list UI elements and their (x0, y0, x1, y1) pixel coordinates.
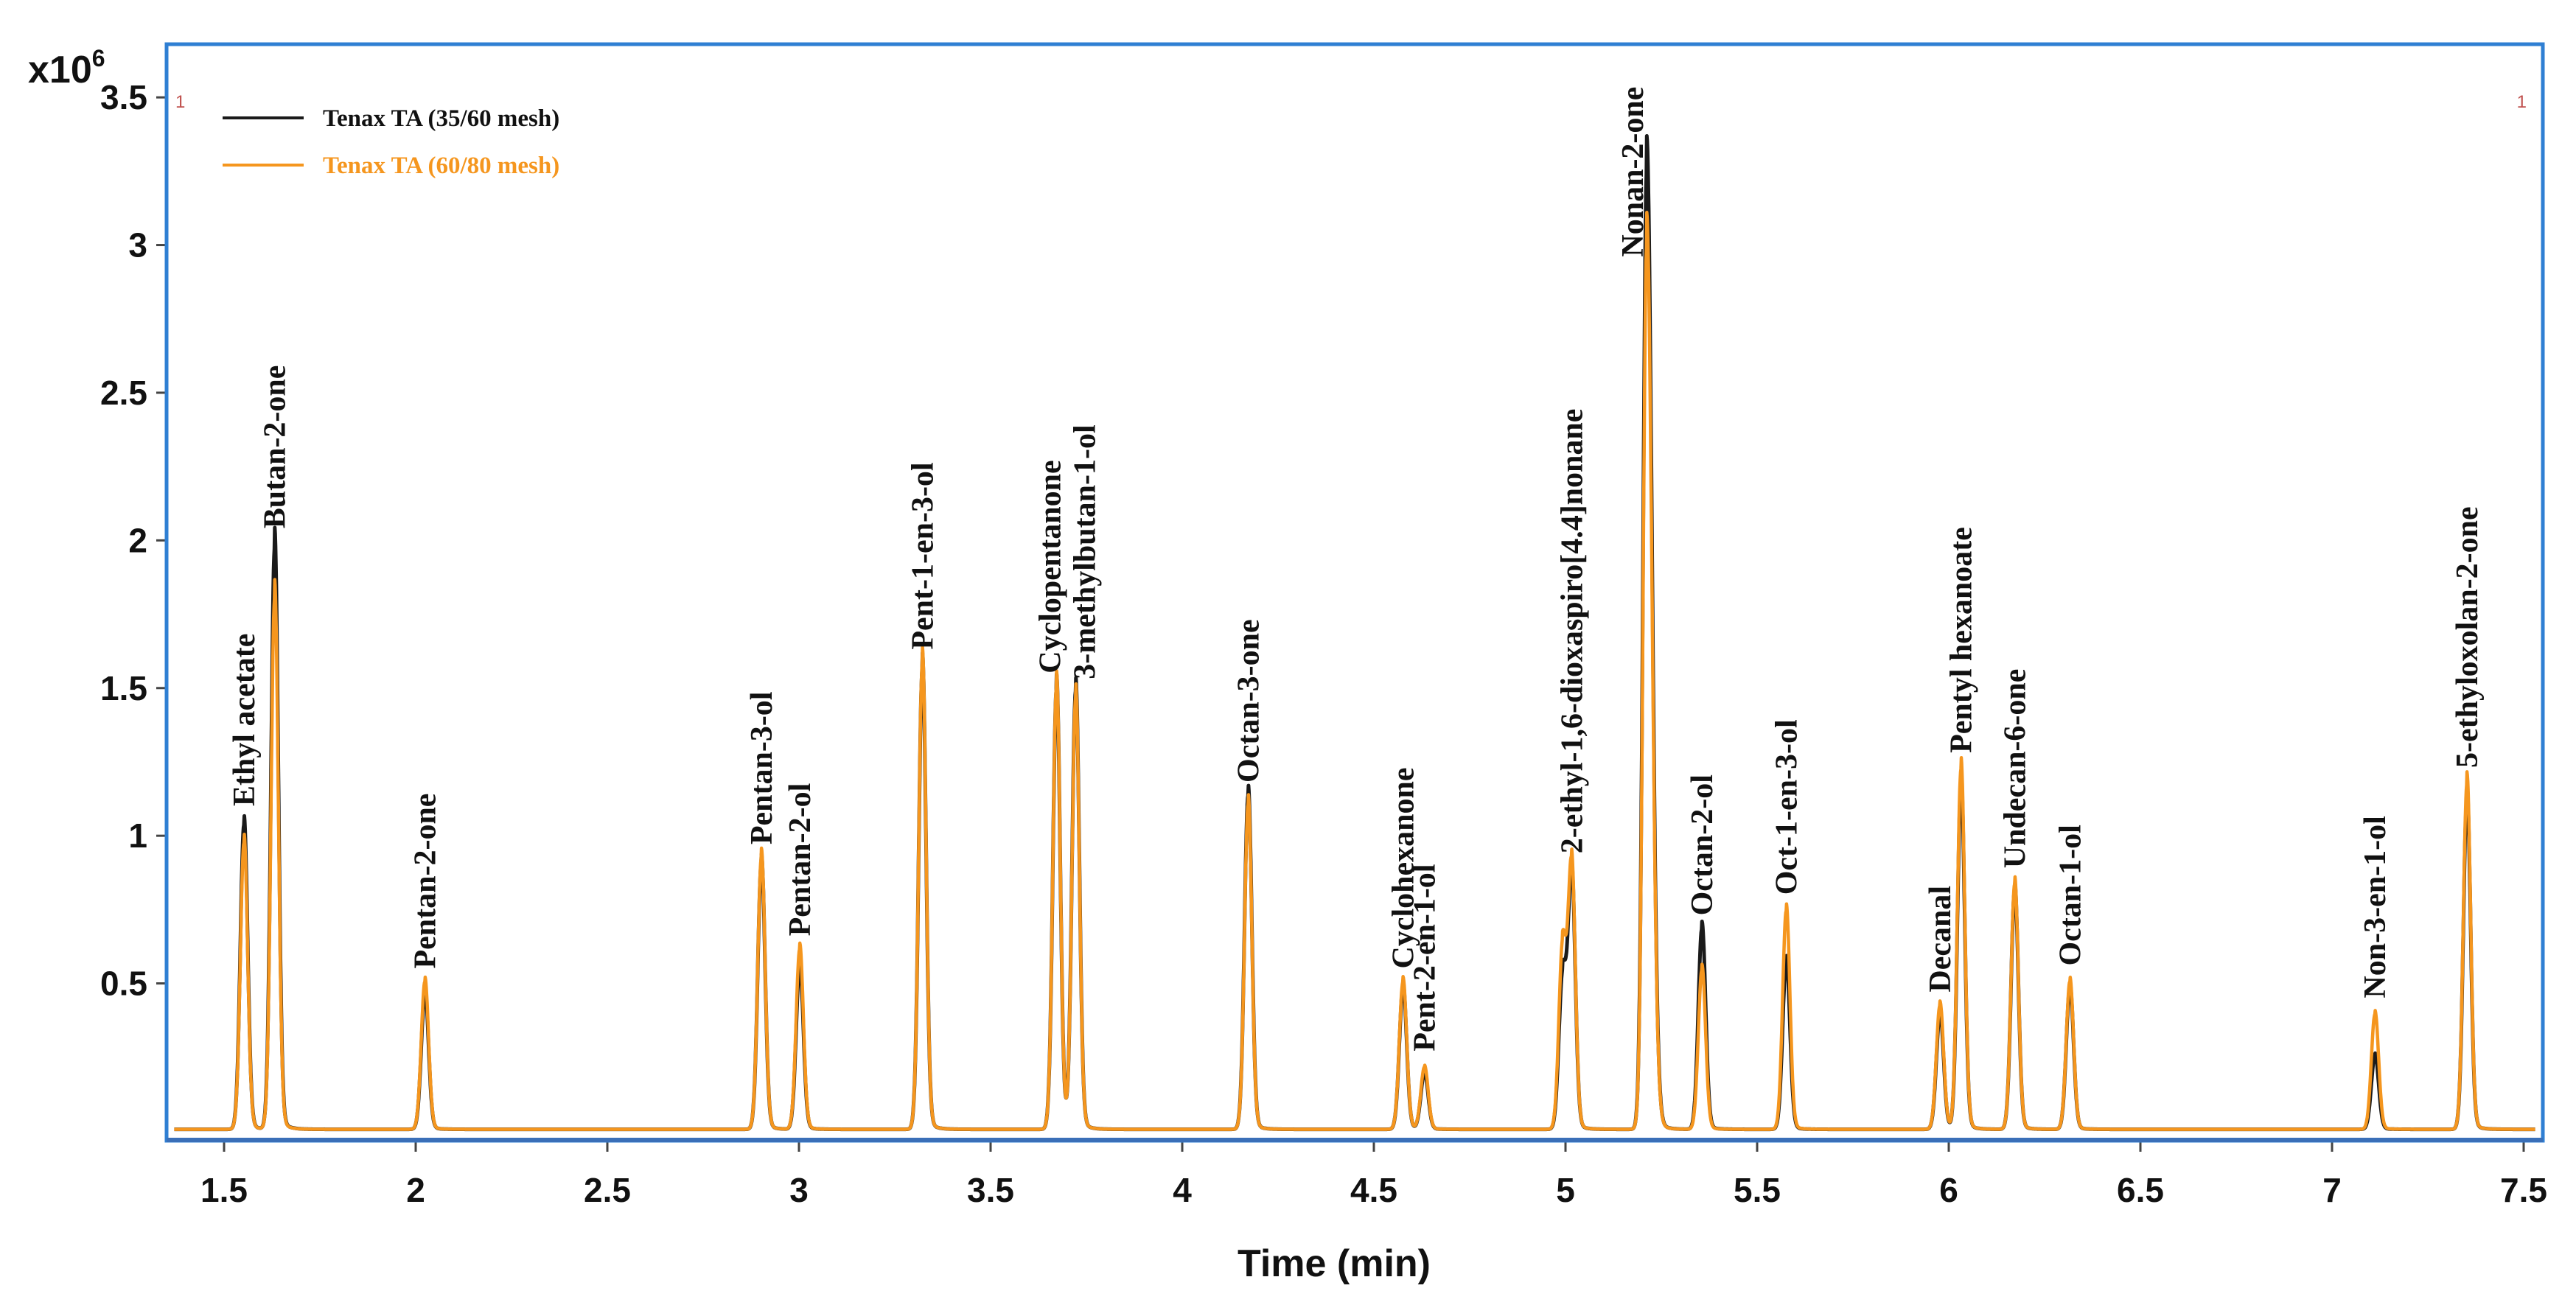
x-tick-label-11: 7 (2322, 1171, 2342, 1209)
x-tick-label-7: 5 (1556, 1171, 1575, 1209)
peak-label-5: Pent-1-en-3-ol (906, 462, 940, 649)
x-axis-title: Time (min) (1238, 1242, 1431, 1285)
peak-label-6: Cyclopentanone (1034, 460, 1068, 673)
legend-label-series-1: Tenax TA (35/60 mesh) (323, 105, 559, 132)
x-axis-tick-labels: 1.5 2 2.5 3 3.5 4 4.5 5 5.5 6 6.5 7 7.5 (200, 1171, 2547, 1209)
peak-label-12: Nonan-2-one (1616, 87, 1650, 257)
x-tick-label-10: 6.5 (2117, 1171, 2164, 1209)
x-tick-label-4: 3.5 (967, 1171, 1014, 1209)
y-tick-label-0: 0.5 (100, 965, 147, 1003)
peak-label-19: Non-3-en-1-ol (2359, 816, 2392, 998)
x-tick-label-5: 4 (1173, 1171, 1192, 1209)
peak-label-9: Cyclohexanone (1387, 767, 1421, 968)
peak-label-18: Octan-1-ol (2053, 825, 2087, 965)
y-axis-tick-labels: 0.5 1 1.5 2 2.5 3 3.5 (100, 78, 147, 1002)
peak-label-20: 5-ethyloxolan-2-one (2451, 506, 2485, 768)
x-tick-label-2: 2.5 (584, 1171, 631, 1209)
y-tick-label-5: 3 (128, 226, 147, 265)
chromatogram-traces (172, 134, 2537, 1132)
y-tick-label-2: 1.5 (100, 669, 147, 707)
x-tick-label-1: 2 (406, 1171, 425, 1209)
x-tick-label-12: 7.5 (2500, 1171, 2547, 1209)
peak-label-14: Oct-1-en-3-ol (1770, 719, 1804, 895)
peak-label-13: Octan-2-ol (1686, 774, 1720, 915)
peak-label-3: Pentan-3-ol (745, 692, 779, 845)
peak-label-15: Decanal (1924, 886, 1958, 993)
peak-label-0: Ethyl acetate (228, 634, 262, 806)
y-tick-label-1: 1 (128, 816, 147, 855)
peak-label-16: Pentyl hexanoate (1945, 527, 1979, 753)
legend-label-series-2: Tenax TA (60/80 mesh) (323, 153, 559, 179)
peak-label-2: Pentan-2-one (409, 794, 443, 969)
x-tick-label-6: 4.5 (1350, 1171, 1397, 1209)
peak-label-8: Octan-3-one (1232, 619, 1266, 783)
x-tick-label-9: 6 (1939, 1171, 1958, 1209)
y-axis-scale-base: x10 (28, 49, 92, 91)
peak-label-10: Pent-2-en-1-ol (1409, 864, 1442, 1051)
x-tick-label-0: 1.5 (200, 1171, 248, 1209)
peak-label-1: Butan-2-one (259, 365, 293, 529)
peak-label-17: Undecan-6-one (1998, 669, 2032, 869)
y-axis-scale-exponent: 6 (92, 45, 105, 71)
y-tick-label-4: 2.5 (100, 374, 147, 412)
y-tick-label-3: 2 (128, 521, 147, 559)
y-axis-scale-label: x106 (28, 45, 105, 91)
x-tick-label-8: 5.5 (1734, 1171, 1781, 1209)
legend: Tenax TA (35/60 mesh) Tenax TA (60/80 me… (223, 105, 559, 179)
trace-series-2 (172, 210, 2537, 1131)
x-tick-label-3: 3 (789, 1171, 809, 1209)
y-tick-label-6: 3.5 (100, 78, 147, 116)
corner-mark-right: 1 (2517, 92, 2527, 112)
peak-label-4: Pentan-2-ol (783, 783, 817, 937)
peak-label-7: 3-methylbutan-1-ol (1068, 424, 1102, 679)
peak-label-11: 2-ethyl-1,6-dioxaspiro[4.4]nonane (1555, 409, 1589, 854)
corner-mark-left: 1 (175, 92, 185, 112)
peak-labels: Ethyl acetate Butan-2-one Pentan-2-one Pent… (228, 87, 2485, 1052)
